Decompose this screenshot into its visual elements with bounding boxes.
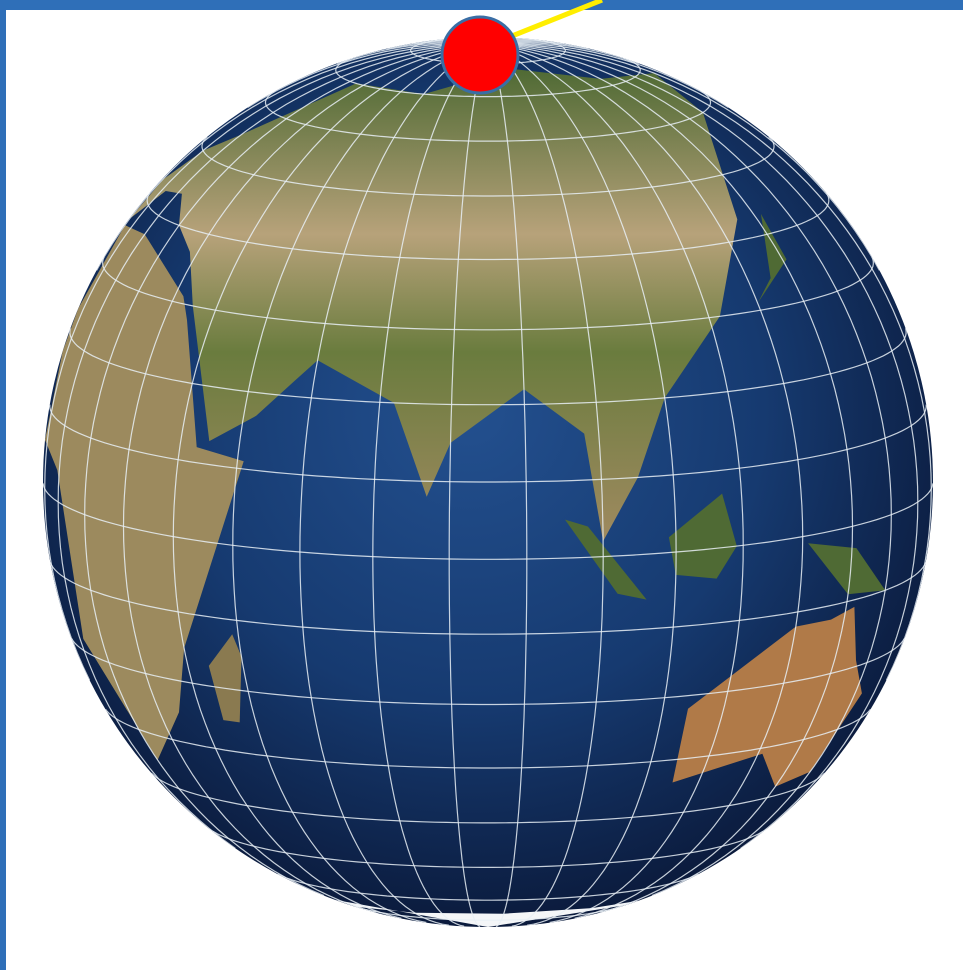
parallel	[410, 37, 566, 65]
pole-marker	[440, 15, 520, 95]
parallel	[43, 483, 933, 560]
parallel	[105, 708, 871, 769]
meridian	[96, 43, 488, 271]
parallel	[70, 637, 906, 706]
meridian	[487, 43, 744, 924]
meridian	[232, 43, 489, 924]
parallel	[102, 256, 874, 331]
parallel	[49, 561, 927, 635]
parallel	[201, 136, 775, 197]
sumatra	[565, 519, 647, 600]
meridian	[488, 43, 880, 271]
top-band	[0, 0, 963, 10]
parallel	[277, 873, 699, 901]
meridian	[487, 43, 804, 919]
graticule	[43, 37, 933, 927]
parallel	[69, 328, 907, 406]
madagascar	[208, 634, 242, 723]
meridian	[487, 43, 932, 681]
parallel	[208, 828, 768, 868]
meridian	[44, 43, 489, 681]
meridian	[122, 43, 489, 914]
borneo	[668, 493, 737, 579]
pointer-line	[511, 0, 603, 39]
meridian	[487, 43, 854, 914]
parallel	[335, 57, 641, 98]
parallel	[354, 906, 622, 921]
parallel	[150, 772, 826, 824]
parallel	[264, 90, 712, 142]
meridian	[487, 42, 729, 109]
meridian	[172, 43, 489, 919]
japan	[757, 213, 787, 304]
parallel	[49, 404, 927, 483]
left-band	[0, 0, 6, 970]
antarctica	[335, 899, 640, 927]
parallel	[146, 192, 830, 261]
new-guinea	[808, 543, 886, 595]
africa	[45, 225, 244, 761]
australia	[672, 606, 862, 787]
